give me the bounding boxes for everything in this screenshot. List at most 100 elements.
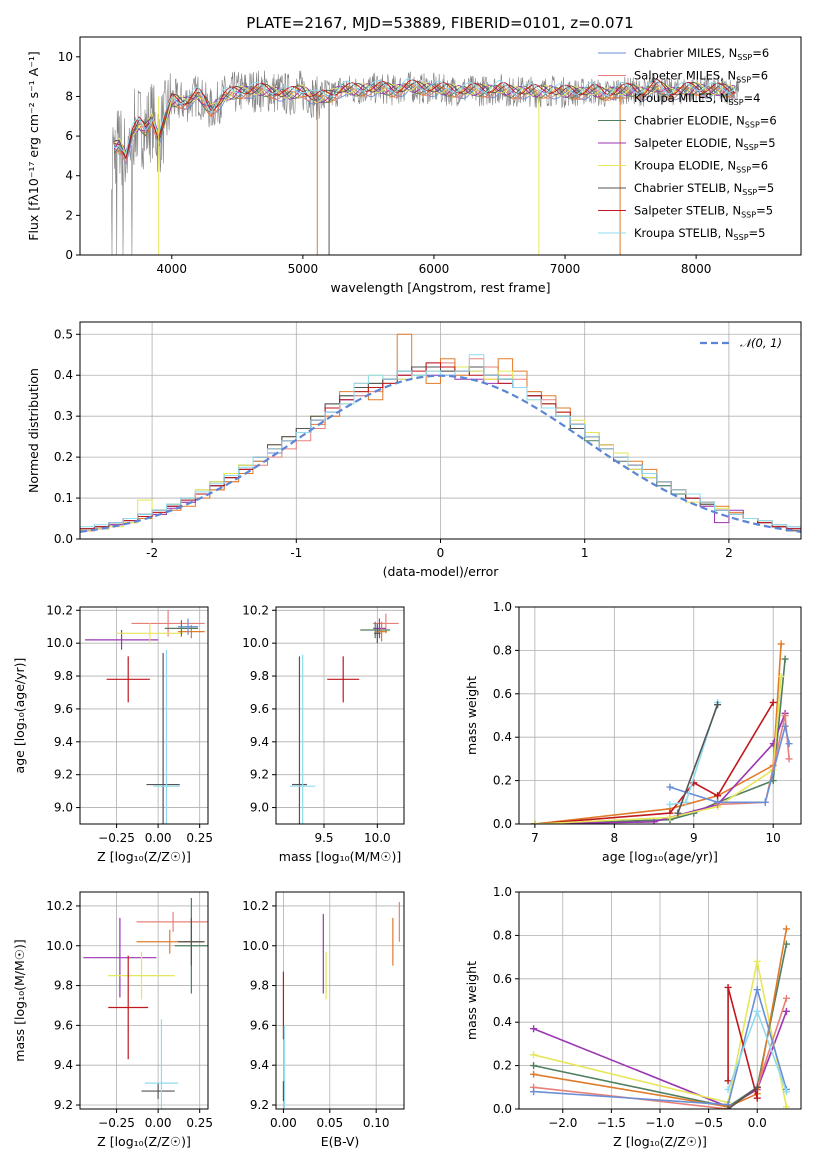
legend-entry: Kroupa STELIB, NSSP=5: [634, 226, 765, 242]
legend-entry-name: Kroupa MILES, N: [634, 91, 729, 105]
error-bar-point: [116, 623, 184, 644]
weight-line: [727, 987, 759, 1099]
x-axis-label: Z [log₁₀(Z/Z☉)]: [613, 1134, 707, 1149]
legend-entry-name: Kroupa STELIB, N: [634, 226, 734, 240]
weight-marker: [714, 701, 722, 709]
x-tick-label: 0.25: [186, 1116, 213, 1130]
errorbar-plot-area: [282, 901, 400, 1109]
weight-marker: [666, 800, 674, 808]
weight-series: [674, 701, 722, 817]
model-spectrum-line: [113, 85, 736, 166]
legend-entry-count: =6: [751, 69, 768, 83]
weight-line: [534, 702, 774, 824]
x-tick-label: −1.0: [645, 1116, 674, 1130]
weight-series: [531, 672, 785, 824]
legend-entry-count: =6: [752, 46, 769, 60]
y-tick-label: 0.2: [54, 450, 73, 464]
error-bar-point: [178, 618, 199, 635]
x-tick-label: −0.5: [694, 1116, 723, 1130]
weight-line: [533, 986, 788, 1106]
x-tick-label: −0.25: [98, 831, 135, 845]
error-bar-point: [108, 951, 175, 1000]
x-axis-label: wavelength [Angstrom, rest frame]: [330, 280, 550, 295]
y-tick-label: 2: [65, 208, 73, 222]
y-axis-label: age [log₁₀(age/yr)]: [12, 658, 27, 774]
x-tick-label: 1: [581, 546, 589, 560]
y-tick-label: 0.3: [54, 409, 73, 423]
plot-frame: [275, 606, 405, 825]
weight-marker: [666, 783, 674, 791]
weight-line: [727, 1086, 758, 1109]
weight-line: [534, 659, 786, 824]
y-tick-label: 9.4: [250, 735, 269, 749]
error-bar-point: [376, 621, 387, 642]
x-axis-label: Z [log₁₀(Z/Z☉)]: [97, 849, 191, 864]
weight-marker: [782, 1007, 790, 1015]
y-tick-label: 0.4: [493, 1015, 512, 1029]
spectrum-panel: 4000 5000 6000 7000 8000 0 2 4 6 8 10 wavelength [A…: [26, 36, 802, 295]
weight-marker: [724, 1085, 732, 1093]
y-tick-label: 9.4: [54, 1058, 73, 1072]
error-bar-point: [327, 656, 360, 703]
weight-marker: [682, 798, 690, 806]
y-tick-label: 0.8: [493, 643, 512, 657]
x-tick-label: 5000: [288, 262, 319, 276]
error-bar-point: [289, 654, 316, 824]
y-tick-label: 10.0: [242, 636, 269, 650]
mass-vs-Z-panel: −0.25 0.00 0.25 9.2 9.4 9.6 9.8 10.0 10.2 Z [log₁…: [12, 891, 213, 1149]
weight-marker: [674, 809, 682, 817]
residual-histogram: [80, 354, 801, 539]
legend-entry-count: =5: [756, 204, 773, 218]
y-tick-label: 1.0: [493, 885, 512, 899]
y-axis-label: mass weight: [464, 676, 479, 755]
weight-marker: [782, 1103, 790, 1109]
x-tick-label: 7: [531, 831, 539, 845]
legend-entry-count: =6: [760, 114, 777, 128]
x-tick-label: 0.10: [363, 1116, 390, 1130]
weight-series: [724, 1007, 790, 1096]
legend-entry-name: Kroupa ELODIE, N: [634, 159, 736, 173]
x-tick-label: 0.0: [748, 1116, 767, 1130]
legend-entry: Salpeter STELIB, NSSP=5: [634, 204, 773, 220]
weight-line: [534, 713, 786, 824]
weight-marker: [761, 798, 769, 806]
y-axis-label: mass [log₁₀(M/M☉)]: [12, 939, 27, 1061]
y-tick-label: 6: [65, 129, 73, 143]
y-tick-label: 10.0: [46, 939, 73, 953]
legend-entry: Kroupa MILES, NSSP=4: [634, 91, 760, 107]
legend-entry-count: =5: [749, 226, 766, 240]
x-tick-label: 9.5: [314, 831, 333, 845]
weight-plot-area: [530, 925, 790, 1109]
legend-entry-subscript: SSP: [744, 143, 759, 152]
plot-frame: [79, 321, 802, 540]
y-tick-label: 0.4: [54, 368, 73, 382]
legend-entry-name: Salpeter MILES, N: [634, 69, 736, 83]
y-tick-label: 9.6: [250, 702, 269, 716]
error-bar-point: [141, 1083, 175, 1100]
legend-entry: Salpeter ELODIE, NSSP=5: [634, 136, 776, 152]
weight-marker: [714, 792, 722, 800]
weight-marker: [724, 983, 732, 991]
weight-marker: [781, 655, 789, 663]
plot-frame: [79, 36, 802, 256]
x-tick-label: -2: [146, 546, 158, 560]
model-spectrum-line: [114, 82, 736, 158]
legend-entry: Chabrier STELIB, NSSP=5: [634, 181, 774, 197]
y-tick-label: 9.2: [54, 1098, 73, 1112]
weight-line: [677, 704, 719, 814]
y-axis-label: Flux [fλ10⁻¹⁷ erg cm⁻² s⁻¹ A⁻¹]: [26, 51, 41, 240]
legend-entry-subscript: SSP: [734, 233, 749, 242]
x-tick-label: 0.05: [316, 1116, 343, 1130]
error-bar-point: [153, 649, 180, 824]
y-tick-label: 10.0: [46, 636, 73, 650]
errorbar-plot-area: [289, 613, 399, 824]
error-bar-point: [136, 911, 208, 932]
x-tick-label: 8000: [681, 262, 712, 276]
error-bar-point: [360, 621, 391, 639]
legend-entry-subscript: SSP: [742, 188, 757, 197]
legend-entry-subscript: SSP: [737, 53, 752, 62]
error-bar-point: [374, 623, 381, 644]
legend-entry-count: =5: [757, 181, 774, 195]
